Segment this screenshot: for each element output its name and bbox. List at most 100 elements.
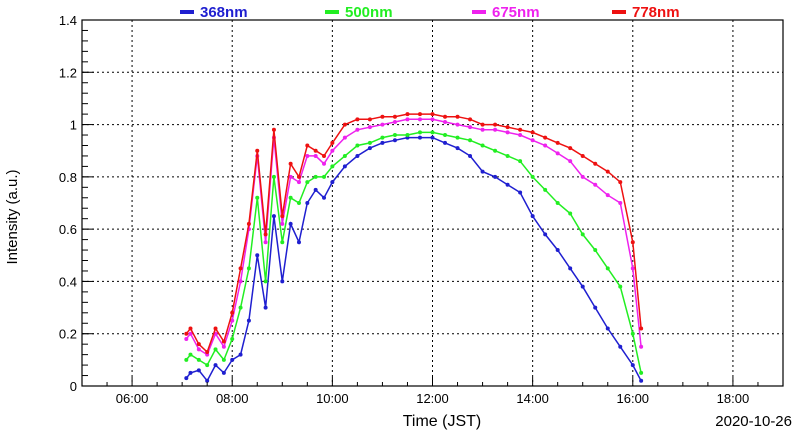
series-layer — [184, 112, 644, 383]
data-point — [392, 138, 397, 143]
data-point — [230, 310, 235, 315]
data-point — [330, 164, 335, 169]
data-point — [555, 201, 560, 205]
data-point — [263, 279, 268, 284]
data-point — [618, 284, 623, 289]
data-point — [246, 318, 251, 323]
data-point — [188, 326, 193, 331]
data-point — [230, 318, 235, 323]
data-point — [205, 350, 210, 355]
data-point — [443, 119, 448, 124]
data-point — [296, 240, 301, 245]
data-point — [605, 266, 610, 271]
data-point — [530, 214, 535, 219]
data-point — [271, 174, 276, 179]
data-point — [280, 221, 285, 226]
data-point — [313, 174, 318, 179]
data-point — [355, 153, 360, 158]
data-point — [322, 161, 327, 166]
data-point — [480, 143, 485, 148]
data-point — [367, 117, 372, 122]
data-point — [568, 159, 573, 164]
series-line — [185, 131, 642, 374]
data-point — [555, 140, 560, 145]
data-point — [263, 240, 268, 245]
data-point — [580, 174, 585, 179]
data-point — [367, 140, 372, 145]
data-point — [188, 352, 193, 357]
data-point — [221, 339, 226, 344]
data-point — [230, 357, 235, 362]
data-point — [455, 146, 460, 151]
data-point — [330, 140, 335, 145]
data-point — [455, 135, 460, 140]
data-point — [367, 146, 372, 151]
data-point — [296, 180, 301, 185]
data-point — [305, 180, 310, 185]
legend: 368nm 500nm 675nm 778nm — [180, 4, 680, 21]
data-point — [430, 135, 435, 140]
y-tick-label: 1.4 — [59, 13, 77, 28]
data-point — [518, 190, 523, 195]
data-point — [205, 363, 210, 368]
axis-ticks: 06:00 08:00 10:00 12:00 14:00 16:00 18:00 0 0.2 0… — [59, 13, 759, 406]
data-point — [568, 266, 573, 271]
data-point — [605, 326, 610, 331]
data-point — [630, 266, 635, 271]
data-point — [188, 331, 193, 336]
data-point — [271, 214, 276, 219]
data-point — [480, 122, 485, 127]
series-675nm — [184, 117, 644, 357]
data-point — [417, 135, 422, 140]
data-point — [330, 180, 335, 185]
data-point — [342, 135, 347, 140]
data-point — [184, 357, 189, 362]
data-point — [630, 240, 635, 245]
legend-label: 368nm — [200, 4, 248, 21]
data-point — [605, 169, 610, 174]
data-point — [405, 117, 410, 122]
data-point — [188, 370, 193, 375]
data-point — [263, 232, 268, 237]
data-point — [263, 305, 268, 310]
data-point — [196, 368, 201, 373]
data-point — [288, 195, 293, 200]
series-line — [185, 113, 642, 354]
y-tick-label: 0.8 — [59, 170, 77, 185]
data-point — [568, 146, 573, 151]
data-point — [530, 138, 535, 143]
data-point — [417, 130, 422, 135]
data-point — [280, 240, 285, 245]
data-point — [380, 135, 385, 140]
data-point — [530, 174, 535, 179]
data-point — [543, 135, 548, 140]
data-point — [639, 370, 644, 375]
legend-label: 675nm — [492, 4, 540, 21]
legend-label: 778nm — [632, 4, 680, 21]
data-point — [618, 201, 623, 205]
data-point — [296, 201, 301, 205]
data-point — [543, 143, 548, 148]
x-tick-label: 08:00 — [216, 391, 249, 406]
data-point — [271, 127, 276, 132]
data-point — [280, 214, 285, 219]
data-point — [468, 138, 473, 143]
data-point — [493, 122, 498, 127]
y-tick-label: 0.4 — [59, 274, 77, 289]
data-point — [518, 159, 523, 164]
y-tick-label: 1.2 — [59, 65, 77, 80]
data-point — [380, 114, 385, 119]
data-point — [322, 153, 327, 158]
data-point — [518, 127, 523, 132]
data-point — [593, 305, 598, 310]
data-point — [355, 127, 360, 132]
data-point — [639, 378, 644, 383]
data-point — [480, 127, 485, 132]
data-point — [296, 174, 301, 179]
data-point — [543, 187, 548, 192]
data-point — [342, 153, 347, 158]
data-point — [405, 133, 410, 138]
data-point — [313, 187, 318, 192]
data-point — [330, 148, 335, 153]
series-line — [185, 118, 642, 356]
